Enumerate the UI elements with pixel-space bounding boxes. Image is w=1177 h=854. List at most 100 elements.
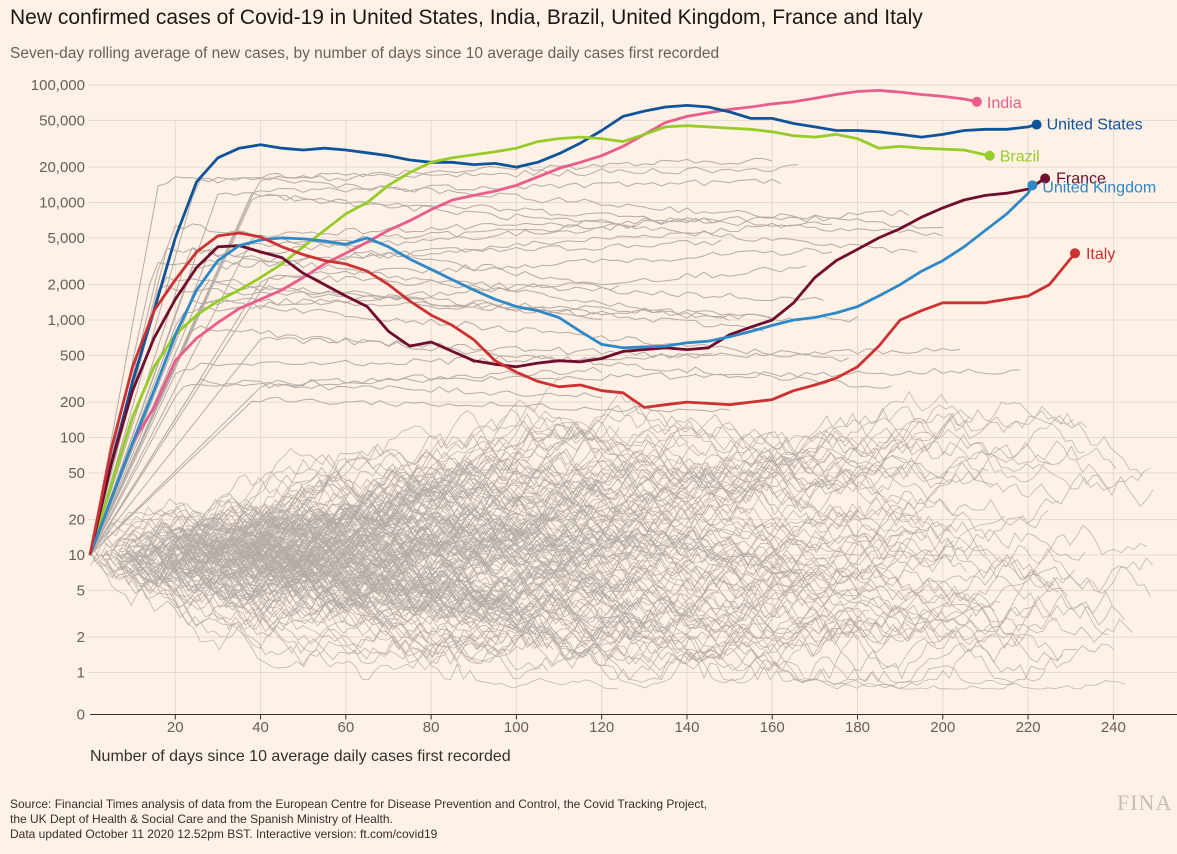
y-tick-label: 20 <box>68 512 85 529</box>
background-country-line <box>89 378 602 556</box>
background-country-line <box>169 533 1047 684</box>
x-tick-label: 240 <box>1101 719 1126 736</box>
background-country-line <box>147 434 705 564</box>
series-end-dot <box>1069 248 1080 259</box>
background-country-line <box>135 442 783 573</box>
series-line-france <box>88 177 1046 556</box>
y-tick-label: 20,000 <box>39 159 85 176</box>
source-note: Source: Financial Times analysis of data… <box>10 797 707 842</box>
x-tick-label: 60 <box>337 719 354 736</box>
background-country-line <box>127 534 819 636</box>
background-country-line <box>226 416 970 549</box>
background-country-line <box>117 376 560 552</box>
background-country-line <box>89 164 798 556</box>
background-country-line <box>137 528 861 646</box>
background-country-line <box>103 510 418 559</box>
source-line-1: Source: Financial Times analysis of data… <box>10 797 708 811</box>
x-axis-title: Number of days since 10 average daily ca… <box>90 748 511 765</box>
series-end-dot <box>1027 180 1038 191</box>
background-country-line <box>205 556 495 642</box>
y-tick-label: 200 <box>60 394 85 411</box>
background-country-line <box>136 448 496 582</box>
background-country-line <box>254 405 1087 545</box>
background-country-line <box>89 209 909 556</box>
background-country-line <box>173 540 552 622</box>
x-tick-label: 20 <box>167 719 184 736</box>
background-country-line <box>113 549 767 639</box>
background-country-line <box>248 524 1151 648</box>
background-country-line <box>89 217 722 556</box>
background-country-line <box>122 535 693 595</box>
y-tick-label: 100 <box>60 430 85 447</box>
background-country-line <box>238 552 508 620</box>
background-country-line <box>89 396 730 556</box>
background-country-line <box>119 546 952 662</box>
background-country-line <box>197 406 928 570</box>
y-tick-label: 2,000 <box>47 277 85 294</box>
source-line-2: the UK Dept of Health & Social Care and … <box>10 812 393 826</box>
background-country-line <box>89 284 773 556</box>
series-label: France <box>1056 171 1106 188</box>
chart-title: New confirmed cases of Covid-19 in Unite… <box>10 6 923 29</box>
background-country-line <box>231 412 1154 556</box>
background-country-line <box>189 469 517 573</box>
background-country-line <box>189 405 689 573</box>
series-line-united-states <box>88 104 1037 556</box>
background-country-line <box>215 550 639 620</box>
background-country-line <box>89 192 918 556</box>
x-tick-label: 100 <box>504 719 529 736</box>
background-country-line <box>129 455 796 597</box>
grid-layer: 100,000 50,000 20,000 10,000 5,000 2,000 1,000… <box>31 77 1177 736</box>
background-country-line <box>240 474 600 547</box>
background-country-line <box>130 548 937 681</box>
background-country-line <box>246 564 753 661</box>
y-tick-label: 2 <box>77 629 85 646</box>
background-country-line <box>89 194 943 556</box>
background-country-line <box>157 451 600 578</box>
y-tick-label: 500 <box>60 347 85 364</box>
background-country-line <box>89 247 832 556</box>
background-lines <box>89 157 1154 690</box>
background-country-line <box>163 535 663 681</box>
background-country-line <box>158 404 1074 547</box>
background-country-line <box>121 505 858 640</box>
background-country-line <box>125 548 664 658</box>
background-country-line <box>117 469 432 566</box>
background-country-line <box>115 470 449 544</box>
background-country-line <box>89 336 713 556</box>
background-country-line <box>167 495 744 574</box>
background-country-line <box>169 550 536 650</box>
background-country-line <box>245 515 637 571</box>
y-tick-label: 5 <box>77 582 85 599</box>
y-tick-label: 50 <box>68 465 85 482</box>
y-tick-label: 10,000 <box>39 195 85 212</box>
background-country-line <box>89 325 892 556</box>
y-tick-label: 10 <box>68 547 85 564</box>
highlighted-series <box>88 89 1080 556</box>
y-tick-label: 5,000 <box>47 230 85 247</box>
x-tick-label: 140 <box>674 719 699 736</box>
series-end-dot <box>1031 119 1042 130</box>
background-country-line <box>239 555 1001 671</box>
background-country-line <box>136 559 1014 689</box>
background-country-line <box>242 565 1113 653</box>
background-country-line <box>158 416 620 553</box>
x-tick-label: 220 <box>1016 719 1041 736</box>
background-country-line <box>159 545 570 621</box>
series-label: Italy <box>1086 246 1115 263</box>
background-country-line <box>119 462 1086 575</box>
background-country-line <box>125 517 421 570</box>
background-country-line <box>89 367 1020 556</box>
series-end-dot <box>1040 173 1051 184</box>
series-label: Brazil <box>1000 149 1040 166</box>
background-country-line <box>238 512 1109 636</box>
y-tick-label: 50,000 <box>39 112 85 129</box>
background-country-line <box>236 539 1056 636</box>
background-country-line <box>115 550 462 668</box>
background-country-line <box>89 223 637 556</box>
series-label: United Kingdom <box>1042 179 1156 196</box>
background-country-line <box>89 157 773 556</box>
series-label: United States <box>1047 117 1143 134</box>
background-country-line <box>118 559 657 658</box>
